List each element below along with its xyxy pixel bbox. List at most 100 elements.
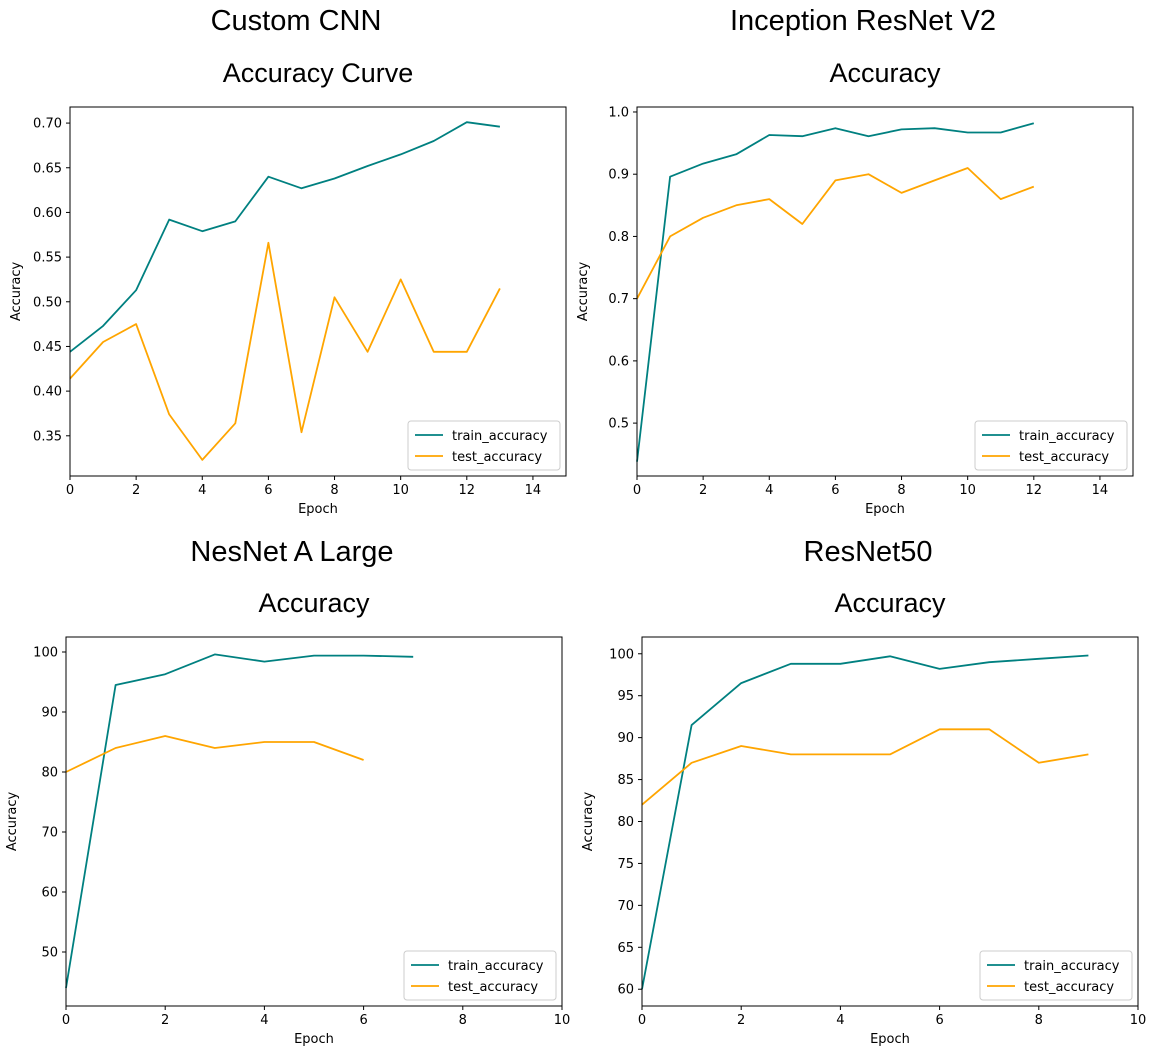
legend-label: train_accuracy [1024,959,1120,974]
y-tick-label: 0.55 [33,251,62,266]
x-tick-label: 10 [554,1013,571,1028]
x-tick-label: 2 [737,1013,745,1028]
x-tick-label: 0 [62,1013,70,1028]
x-axis-label: Epoch [298,502,338,517]
x-tick-label: 6 [359,1013,367,1028]
model-heading: Inception ResNet V2 [730,5,996,37]
legend-box [403,950,557,1001]
y-tick-label: 70 [41,826,58,841]
x-tick-label: 2 [161,1013,169,1028]
x-tick-label: 10 [1130,1013,1147,1028]
x-tick-label: 8 [330,483,338,498]
x-tick-label: 12 [1026,483,1043,498]
series-line-test-accuracy [636,167,1035,300]
series-line-train-accuracy [636,122,1035,462]
x-tick-label: 4 [836,1013,844,1028]
y-tick-label: 75 [617,857,634,872]
legend-label: test_accuracy [452,450,542,465]
x-tick-label: 0 [638,1013,646,1028]
x-tick-label: 2 [699,483,707,498]
y-tick-label: 0.60 [33,206,62,221]
model-heading: ResNet50 [804,536,933,568]
y-tick-label: 100 [33,646,58,661]
series-line-train-accuracy [69,121,501,353]
x-tick-label: 8 [897,483,905,498]
x-tick-label: 4 [260,1013,268,1028]
x-tick-label: 10 [392,483,409,498]
x-tick-label: 0 [66,483,74,498]
y-tick-label: 1.0 [608,105,629,120]
x-tick-label: 10 [959,483,976,498]
legend-box [979,950,1133,1001]
legend-label: train_accuracy [448,959,544,974]
y-tick-label: 0.6 [608,354,629,369]
series-line-test-accuracy [69,241,501,461]
y-tick-label: 0.35 [33,429,62,444]
y-tick-label: 0.50 [33,295,62,310]
legend-label: test_accuracy [448,980,538,995]
y-tick-label: 80 [617,815,634,830]
x-tick-label: 14 [1092,483,1109,498]
series-line-train-accuracy [65,653,414,989]
x-tick-label: 14 [525,483,542,498]
x-tick-label: 2 [132,483,140,498]
axes-frame [69,106,567,477]
x-tick-label: 4 [198,483,206,498]
model-heading: NesNet A Large [190,536,393,568]
model-heading: Custom CNN [211,5,382,37]
x-axis-label: Epoch [294,1032,334,1047]
series-line-test-accuracy [65,735,364,773]
chart-panel-1: Custom CNN Accuracy Curve 0 2 4 6 8 10 12 14 0.35 0… [9,5,567,517]
chart-title: Accuracy Curve [223,58,414,88]
y-tick-label: 60 [41,886,58,901]
legend-label: test_accuracy [1019,450,1109,465]
y-axis-label: Accuracy [9,262,24,322]
axes-frame [65,636,563,1007]
y-tick-label: 60 [617,983,634,998]
x-tick-label: 6 [935,1013,943,1028]
x-tick-label: 0 [633,483,641,498]
legend-box [407,420,561,471]
x-tick-label: 6 [831,483,839,498]
y-axis-label: Accuracy [5,792,20,852]
y-axis-label: Accuracy [576,262,591,322]
y-tick-label: 50 [41,946,58,961]
y-tick-label: 80 [41,766,58,781]
chart-title: Accuracy [829,58,941,88]
legend: train_accuracy test_accuracy [974,420,1128,471]
y-tick-label: 0.70 [33,117,62,132]
series-line-train-accuracy [641,654,1089,990]
legend: train_accuracy test_accuracy [407,420,561,471]
y-tick-label: 90 [617,731,634,746]
legend: train_accuracy test_accuracy [403,950,557,1001]
y-tick-label: 0.40 [33,385,62,400]
y-tick-label: 90 [41,706,58,721]
x-tick-label: 12 [459,483,476,498]
y-tick-label: 100 [609,647,634,662]
axes-frame [636,106,1134,477]
y-tick-label: 0.5 [608,417,629,432]
chart-title: Accuracy [834,588,946,618]
y-tick-label: 0.9 [608,168,629,183]
x-tick-label: 8 [459,1013,467,1028]
legend: train_accuracy test_accuracy [979,950,1133,1001]
legend-label: test_accuracy [1024,980,1114,995]
y-tick-label: 0.7 [608,292,629,307]
series-line-test-accuracy [641,728,1089,806]
y-tick-label: 0.8 [608,230,629,245]
legend-box [974,420,1128,471]
y-tick-label: 0.65 [33,161,62,176]
x-axis-label: Epoch [870,1032,910,1047]
chart-panel-3: NesNet A Large Accuracy 0 2 4 6 8 10 50 60 70 80 90 1… [5,536,570,1047]
x-tick-label: 4 [765,483,773,498]
y-tick-label: 85 [617,773,634,788]
x-tick-label: 6 [264,483,272,498]
y-tick-label: 0.45 [33,340,62,355]
y-tick-label: 95 [617,689,634,704]
chart-panel-4: ResNet50 Accuracy 0 2 4 6 8 10 60 65 70 75 80 85 90 95 1… [581,536,1146,1047]
y-axis-label: Accuracy [581,792,596,852]
legend-label: train_accuracy [1019,429,1115,444]
x-tick-label: 8 [1035,1013,1043,1028]
y-tick-label: 65 [617,941,634,956]
